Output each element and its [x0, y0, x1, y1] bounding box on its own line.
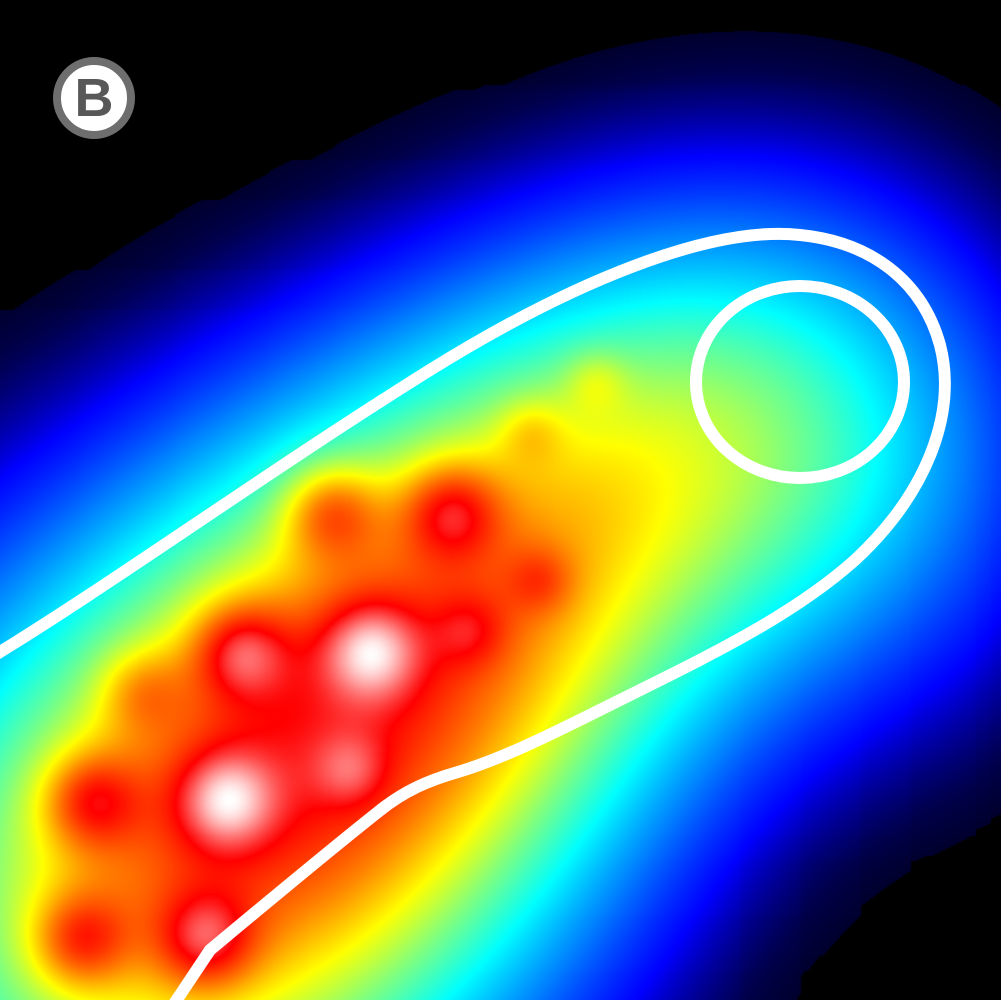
panel-label-text: B — [75, 67, 114, 129]
panel-label-badge: B — [53, 57, 135, 139]
heatmap-canvas — [0, 0, 1001, 1000]
heatmap-figure-panel: B — [0, 0, 1001, 1000]
